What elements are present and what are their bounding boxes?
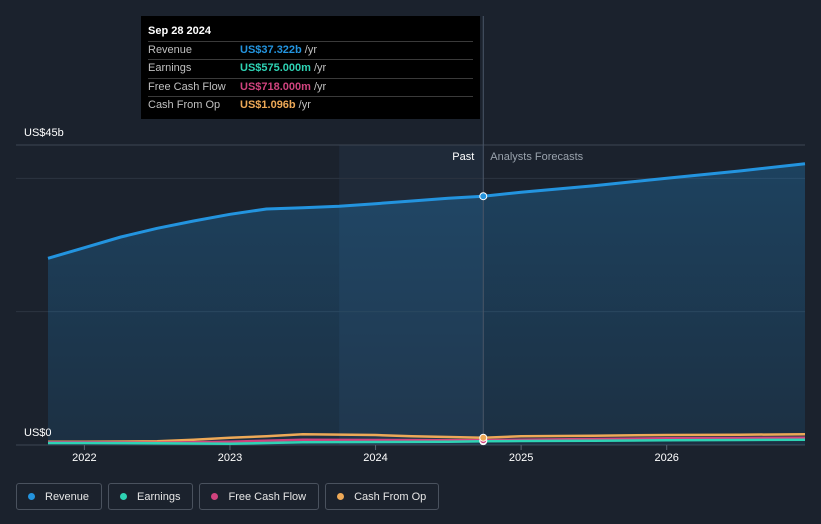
tooltip: Sep 28 2024 Revenue US$37.322b /yr Earni… [141,16,480,119]
tooltip-value: US$718.000m [240,80,311,93]
tooltip-value: US$37.322b [240,44,302,56]
x-tick-label: 2023 [218,452,242,464]
tooltip-row-free-cash-flow: Free Cash Flow US$718.000m /yr [148,77,473,96]
legend-item-free-cash-flow[interactable]: Free Cash Flow [199,483,320,510]
hover-markers [479,192,488,446]
tooltip-row-cash-from-op: Cash From Op US$1.096b /yr [148,96,473,114]
tooltip-row-revenue: Revenue US$37.322b /yr [148,41,473,59]
revenue-area [48,163,805,445]
x-tick-label: 2024 [363,452,387,464]
x-tick-label: 2022 [72,452,96,464]
legend-item-earnings[interactable]: Earnings [108,483,194,510]
legend-label: Cash From Op [354,490,427,503]
tooltip-unit: /yr [298,99,311,112]
y-tick-label: US$45b [24,127,64,139]
tooltip-value: US$1.096b [240,99,296,112]
tooltip-value: US$575.000m [240,62,311,75]
legend-label: Free Cash Flow [228,490,307,503]
forecast-label: Analysts Forecasts [490,151,583,163]
tooltip-unit: /yr [313,80,327,93]
legend: Revenue Earnings Free Cash Flow Cash Fro… [16,483,445,510]
y-tick-label: US$0 [24,427,52,439]
x-axis: 2022 2023 2024 2025 2026 [72,445,679,464]
tooltip-unit: /yr [304,44,317,56]
revenue-dot-icon [28,493,35,500]
tooltip-label: Free Cash Flow [148,80,226,93]
cash-from-op-dot-icon [337,493,345,500]
tooltip-row-earnings: Earnings US$575.000m /yr [148,59,473,77]
past-label: Past [452,151,474,163]
series-lines [47,162,806,445]
legend-label: Revenue [45,490,90,503]
earnings-line [48,438,806,445]
legend-item-cash-from-op[interactable]: Cash From Op [325,483,440,510]
tooltip-label: Revenue [148,44,193,56]
free-cash-flow-dot-icon [211,493,219,500]
tooltip-unit: /yr [313,62,327,75]
legend-item-revenue[interactable]: Revenue [16,483,103,510]
series-areas [48,163,805,445]
x-tick-label: 2025 [509,452,533,464]
earnings-dot-icon [120,493,128,500]
cash-from-op-marker [479,433,488,442]
tooltip-label: Earnings [148,62,192,75]
legend-label: Earnings [137,490,181,503]
cash-from-op-line [48,433,806,443]
tooltip-date: Sep 28 2024 [148,25,211,37]
tooltip-label: Cash From Op [148,99,221,112]
x-tick-label: 2026 [654,452,678,464]
revenue-marker [479,192,488,201]
revenue-line [47,162,806,260]
